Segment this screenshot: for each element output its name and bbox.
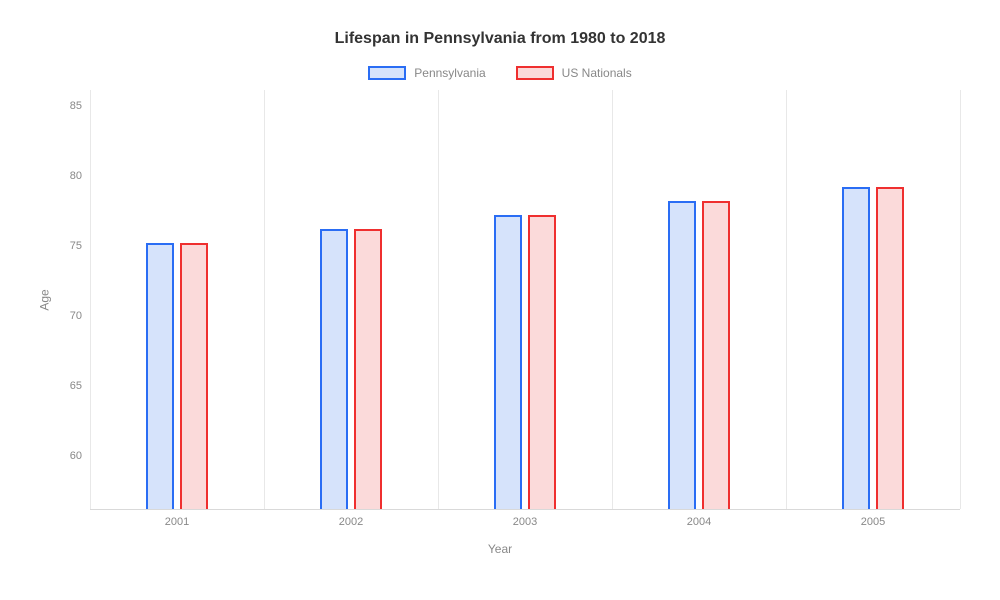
bar-us-nationals <box>354 229 382 509</box>
bar-pennsylvania <box>320 229 348 509</box>
bar-us-nationals <box>702 201 730 509</box>
plot-area <box>90 90 960 510</box>
legend-swatch-1 <box>516 66 554 80</box>
x-axis-ticks: 2001 2002 2003 2004 2005 <box>90 510 960 530</box>
bar-pennsylvania <box>494 215 522 509</box>
bar-pennsylvania <box>842 187 870 509</box>
y-axis-ticks: 60 65 70 75 80 85 <box>40 90 90 510</box>
legend-item-0: Pennsylvania <box>368 66 485 80</box>
bar-us-nationals <box>528 215 556 509</box>
x-tick: 2005 <box>861 516 885 528</box>
x-tick: 2001 <box>165 516 189 528</box>
category-group <box>612 90 786 509</box>
category-group <box>438 90 612 509</box>
y-tick: 70 <box>70 310 82 322</box>
chart-container: Lifespan in Pennsylvania from 1980 to 20… <box>0 0 1000 600</box>
legend-label-0: Pennsylvania <box>414 66 485 80</box>
x-tick: 2004 <box>687 516 711 528</box>
x-tick: 2002 <box>339 516 363 528</box>
y-tick: 60 <box>70 450 82 462</box>
chart-title: Lifespan in Pennsylvania from 1980 to 20… <box>40 30 960 48</box>
gridline <box>960 90 961 509</box>
category-group <box>90 90 264 509</box>
bar-pennsylvania <box>146 243 174 509</box>
y-tick: 65 <box>70 380 82 392</box>
bar-pennsylvania <box>668 201 696 509</box>
category-group <box>786 90 960 509</box>
y-tick: 75 <box>70 240 82 252</box>
x-axis-label: Year <box>40 542 960 556</box>
bar-us-nationals <box>180 243 208 509</box>
category-group <box>264 90 438 509</box>
bar-us-nationals <box>876 187 904 509</box>
plot-area-wrap: Age 606570758085 <box>40 90 960 510</box>
y-tick: 85 <box>70 100 82 112</box>
x-tick: 2003 <box>513 516 537 528</box>
legend-swatch-0 <box>368 66 406 80</box>
y-tick: 80 <box>70 170 82 182</box>
legend-label-1: US Nationals <box>562 66 632 80</box>
legend: Pennsylvania US Nationals <box>40 66 960 80</box>
legend-item-1: US Nationals <box>516 66 632 80</box>
